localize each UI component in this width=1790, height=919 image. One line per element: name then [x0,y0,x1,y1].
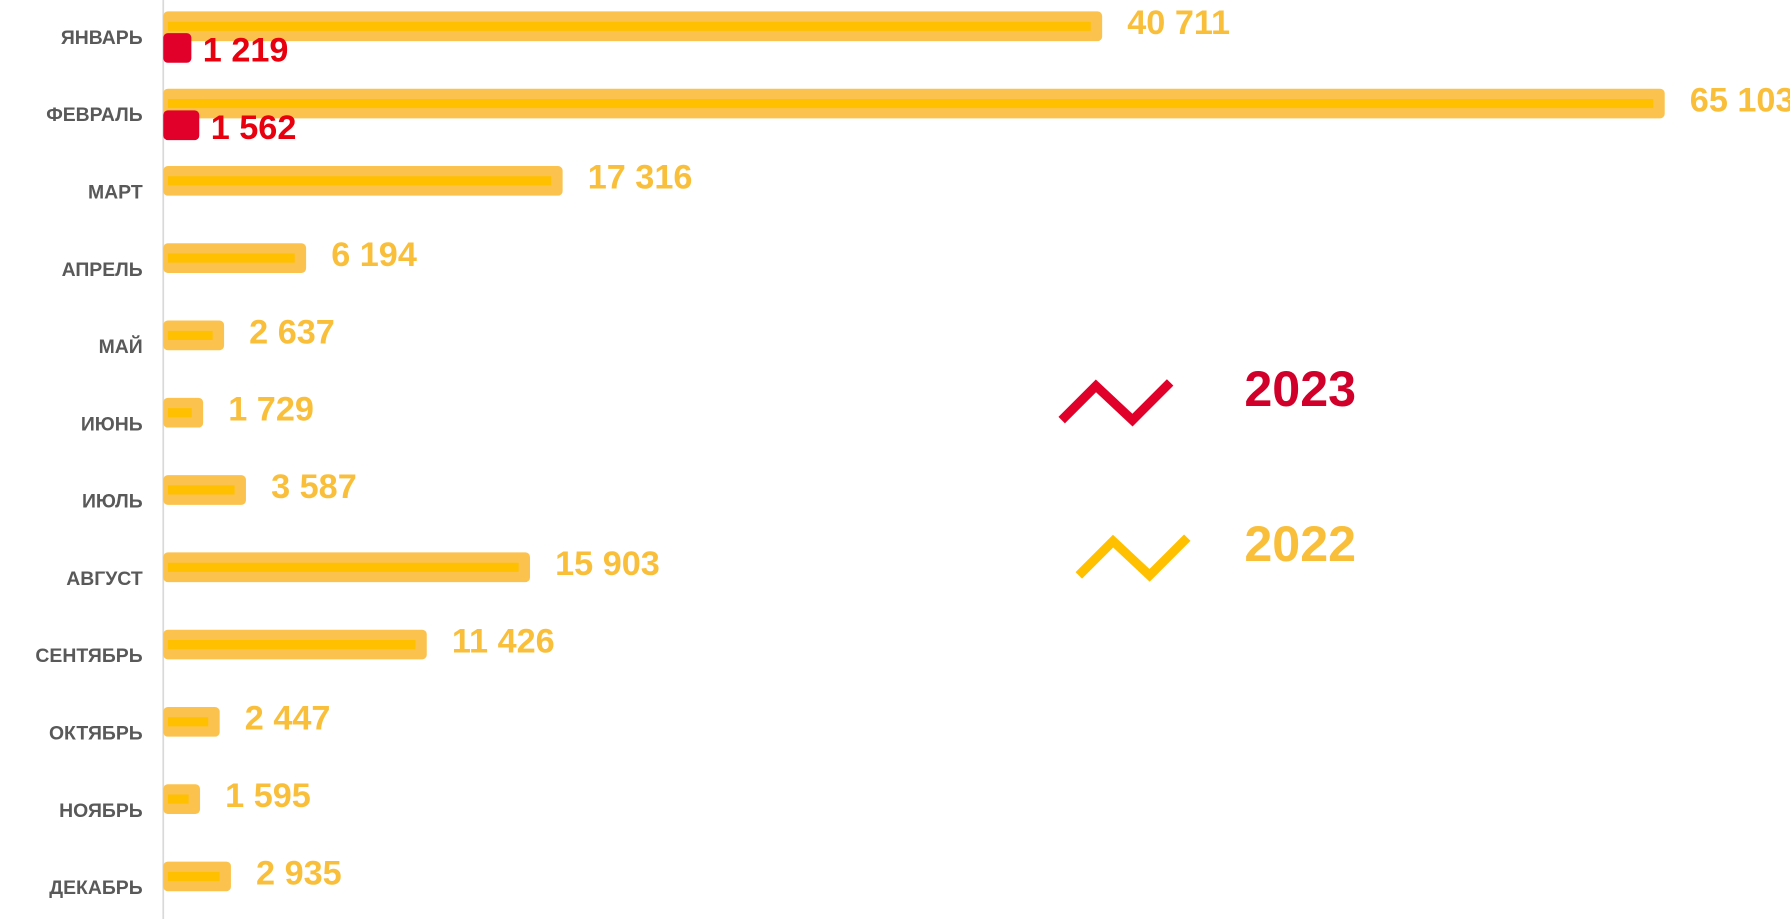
value-label: 40 711 [1127,4,1230,42]
category-label: АВГУСТ [66,568,143,590]
value-label: 11 426 [452,622,555,660]
category-label: ИЮНЬ [81,413,143,435]
category-label: АПРЕЛЬ [62,259,143,281]
value-label: 6 194 [331,236,417,274]
value-label: 2 447 [245,700,331,738]
category-label: ЯНВАРЬ [61,27,143,49]
legend-label: 2022 [1244,516,1356,572]
value-label: 17 316 [588,159,693,197]
category-label: СЕНТЯБРЬ [35,645,142,667]
legend-swatch [1058,379,1174,427]
value-label: 1 219 [203,32,289,70]
legend-label: 2023 [1244,361,1356,417]
category-label: ДЕКАБРЬ [49,877,142,899]
category-label: МАЙ [99,334,143,358]
category-label: МАРТ [88,182,143,204]
value-label: 15 903 [555,545,660,583]
value-label: 65 103 [1690,81,1790,119]
category-label: ИЮЛЬ [82,491,143,513]
legend-swatch [1075,534,1191,582]
value-label: 3 587 [271,468,357,506]
value-label: 1 595 [225,777,311,815]
value-label: 2 637 [249,313,335,351]
value-label: 1 729 [228,391,314,429]
bar [163,110,200,141]
category-label: ФЕВРАЛЬ [46,104,143,126]
category-label: ОКТЯБРЬ [49,723,143,745]
bar [163,33,192,63]
value-label: 1 562 [211,109,297,147]
value-label: 2 935 [256,854,342,892]
category-label: НОЯБРЬ [59,800,143,822]
plot: ЯНВАРЬ 40 711 1 219 ФЕВРАЛЬ 65 103 1 562 МАРТ 1… [35,0,1790,919]
